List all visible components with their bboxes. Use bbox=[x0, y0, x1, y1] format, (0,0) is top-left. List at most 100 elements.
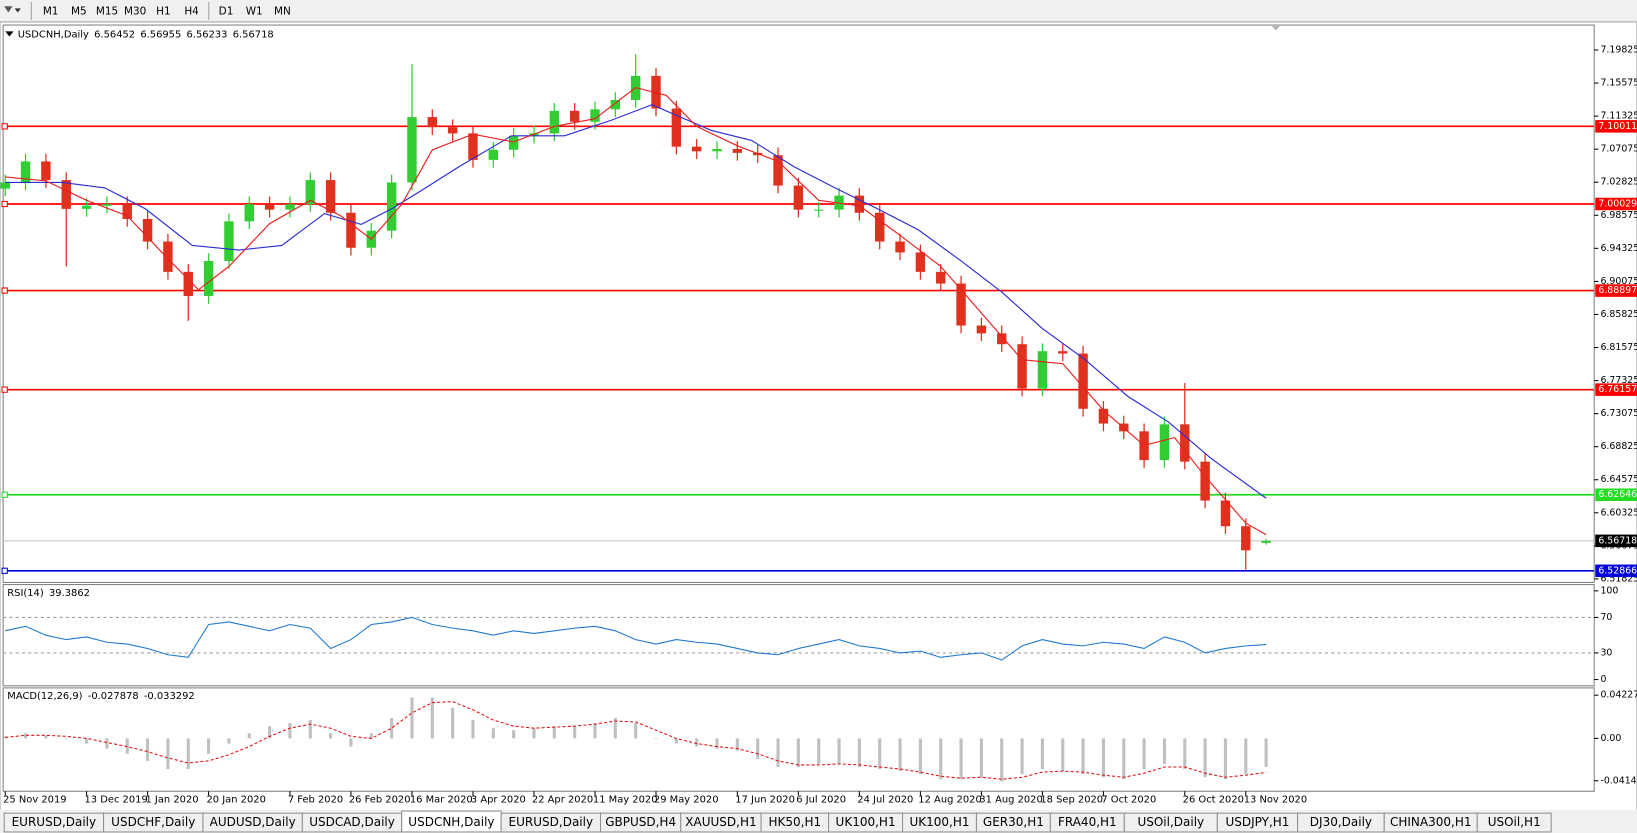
timeframe-label[interactable]: M5 bbox=[71, 5, 87, 17]
y-tick-label: -0.04148 bbox=[1600, 775, 1637, 786]
macd-bar bbox=[85, 738, 89, 744]
y-tick-label: 6.51825 bbox=[1600, 573, 1637, 584]
rsi-line bbox=[5, 616, 1267, 661]
candle-body bbox=[956, 283, 966, 326]
tab-label[interactable]: GER30,H1 bbox=[983, 815, 1044, 829]
macd-bar bbox=[471, 720, 475, 739]
tab[interactable] bbox=[1476, 812, 1552, 833]
timeframe-button[interactable] bbox=[269, 2, 296, 20]
timeframe-label[interactable]: MN bbox=[274, 5, 291, 17]
macd-bar bbox=[573, 726, 577, 739]
macd-bar bbox=[1020, 738, 1024, 775]
tab-label[interactable]: XAUUSD,H1 bbox=[685, 815, 756, 829]
ohlc-value: 6.56718 bbox=[233, 29, 274, 40]
tab-label[interactable]: GBPUSD,H4 bbox=[605, 815, 676, 829]
timeframe-label[interactable]: W1 bbox=[246, 5, 263, 17]
tab-label[interactable]: USDCHF,Daily bbox=[111, 815, 195, 829]
macd-bar bbox=[817, 738, 821, 764]
level-tag bbox=[1595, 383, 1637, 396]
level-tag-label: 6.76157 bbox=[1598, 384, 1637, 395]
tab-label[interactable]: USDJPY,H1 bbox=[1225, 815, 1289, 829]
candle-body bbox=[1017, 344, 1027, 389]
candle-body bbox=[590, 109, 600, 122]
panel-collapse[interactable] bbox=[5, 31, 14, 37]
candle-body bbox=[1037, 351, 1048, 389]
current-price-label: 6.56718 bbox=[1598, 535, 1637, 546]
candle-body bbox=[1078, 353, 1088, 409]
macd-bar bbox=[695, 738, 699, 747]
candle-body bbox=[0, 182, 10, 189]
tab-label[interactable]: UK100,H1 bbox=[836, 815, 896, 829]
timeframe-button[interactable] bbox=[241, 2, 268, 20]
macd-bar bbox=[146, 738, 150, 761]
y-tick-label: 6.90075 bbox=[1600, 276, 1637, 287]
x-tick-label: 11 May 2020 bbox=[593, 795, 658, 806]
candle-body bbox=[1098, 408, 1109, 424]
timeframe-label[interactable]: M30 bbox=[124, 5, 146, 17]
x-tick-label: 6 Jul 2020 bbox=[796, 795, 846, 806]
shift-marker bbox=[1271, 26, 1280, 31]
timeframe-button[interactable] bbox=[122, 2, 149, 20]
candle-body bbox=[875, 212, 885, 242]
macd-bar bbox=[308, 720, 312, 739]
timeframe-button[interactable] bbox=[93, 2, 121, 20]
tab-label[interactable]: AUDUSD,Daily bbox=[210, 815, 296, 829]
tab-label[interactable]: FRA40,H1 bbox=[1058, 815, 1117, 829]
candle-body bbox=[244, 204, 254, 222]
tab-label[interactable]: USOil,H1 bbox=[1488, 815, 1541, 829]
timeframe-label[interactable]: M15 bbox=[96, 5, 118, 17]
timeframe-button[interactable] bbox=[65, 2, 92, 20]
tab-label[interactable]: USDCAD,Daily bbox=[309, 815, 395, 829]
macd-bar bbox=[1203, 738, 1207, 778]
tab-label[interactable]: USDCNH,Daily bbox=[408, 815, 494, 829]
y-tick-label: 7.19825 bbox=[1600, 45, 1637, 56]
timeframe-label[interactable]: H1 bbox=[156, 5, 170, 17]
y-tick-label: 0.042275 bbox=[1600, 690, 1637, 701]
level-tag-label: 7.00029 bbox=[1598, 198, 1637, 209]
macd-bar bbox=[1081, 738, 1085, 775]
macd-bar bbox=[166, 738, 170, 770]
x-tick-label: 26 Feb 2020 bbox=[349, 795, 411, 806]
tab-label[interactable]: EURUSD,Daily bbox=[509, 815, 594, 829]
macd-bar bbox=[735, 738, 739, 751]
candle-body bbox=[793, 185, 804, 210]
x-tick-label: 12 Aug 2020 bbox=[918, 795, 981, 806]
candle-body bbox=[712, 148, 722, 152]
macd-bar bbox=[1264, 738, 1268, 767]
macd-bar bbox=[349, 738, 353, 747]
toolbar-icon[interactable] bbox=[4, 6, 13, 13]
timeframe-label[interactable]: M1 bbox=[43, 5, 59, 17]
moving-average bbox=[5, 86, 1267, 536]
tab-label[interactable]: UK100,H1 bbox=[909, 815, 969, 829]
x-tick-label: 7 Feb 2020 bbox=[288, 795, 343, 806]
macd-bar bbox=[776, 738, 780, 768]
tab-label[interactable]: CHINA300,H1 bbox=[1390, 815, 1472, 829]
x-tick-label: 20 Jan 2020 bbox=[207, 795, 266, 806]
y-tick-label: 30 bbox=[1600, 647, 1612, 658]
toolbar-dropdown[interactable] bbox=[14, 8, 21, 13]
candle-body bbox=[305, 180, 315, 205]
macd-bar bbox=[1061, 738, 1065, 772]
macd-bar bbox=[186, 738, 190, 770]
indicator-value: -0.027878 bbox=[88, 691, 139, 702]
timeframe-label[interactable]: H4 bbox=[184, 5, 199, 17]
macd-bar bbox=[268, 726, 272, 739]
tab-label[interactable]: EURUSD,Daily bbox=[12, 815, 97, 829]
x-tick-label: 22 Apr 2020 bbox=[532, 795, 593, 806]
timeframe-button[interactable] bbox=[150, 2, 177, 20]
candle-body bbox=[81, 205, 92, 209]
tab-label[interactable]: USOil,Daily bbox=[1137, 815, 1204, 829]
timeframe-button[interactable] bbox=[37, 2, 64, 20]
level-tag bbox=[1595, 120, 1637, 133]
timeframe-label[interactable]: D1 bbox=[219, 5, 234, 17]
y-tick-label: 7.07075 bbox=[1600, 144, 1637, 155]
tab-label[interactable]: HK50,H1 bbox=[769, 815, 822, 829]
candle-body bbox=[854, 195, 865, 213]
macd-bar bbox=[1122, 738, 1126, 780]
timeframe-button[interactable] bbox=[212, 2, 240, 20]
macd-bar bbox=[44, 735, 48, 739]
y-tick-label: 6.64575 bbox=[1600, 474, 1637, 485]
tab-label[interactable]: DJ30,Daily bbox=[1310, 815, 1372, 829]
timeframe-button[interactable] bbox=[178, 2, 205, 20]
